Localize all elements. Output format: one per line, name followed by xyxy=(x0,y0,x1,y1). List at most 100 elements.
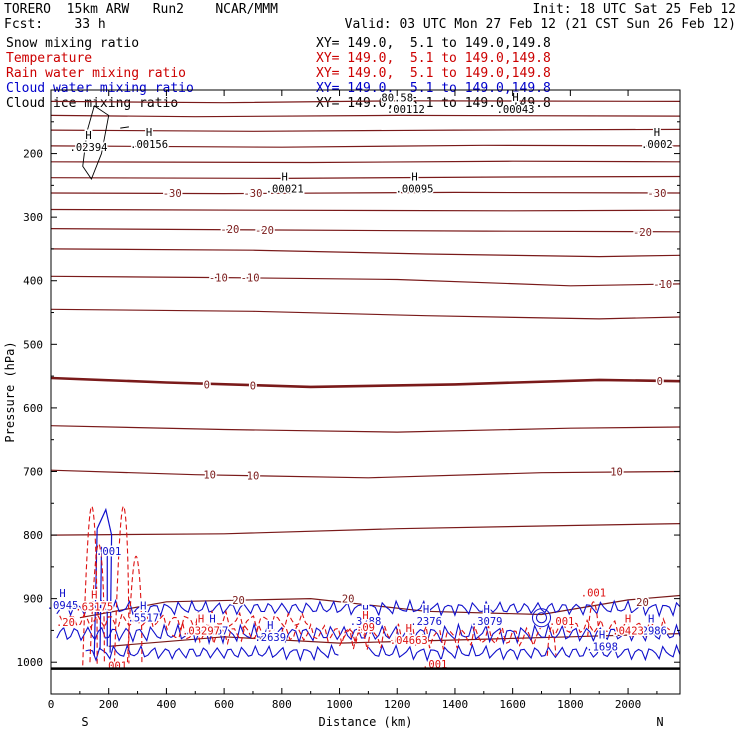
isotherm--25 xyxy=(50,208,681,212)
snow-max-value: .00095 xyxy=(396,184,434,196)
y-tick-label: 600 xyxy=(23,402,43,415)
isotherm--40 xyxy=(50,160,681,164)
isotherm-15 xyxy=(50,523,681,536)
legend-item-range: XY= 149.0, 5.1 to 149.0,149.8 xyxy=(316,66,551,81)
snow-max-value: .0002 xyxy=(641,139,673,151)
isotherm--10 xyxy=(50,275,681,287)
ice-max-value: 80.58 xyxy=(381,93,413,105)
x-tick-label: 1200 xyxy=(384,698,411,711)
rain-shaft xyxy=(89,543,105,663)
snow-max-marker: H xyxy=(282,172,288,184)
rain-max-marker: H xyxy=(91,589,97,601)
legend-item-name: Rain water mixing ratio xyxy=(6,66,187,81)
y-tick-label: 200 xyxy=(23,148,43,161)
cloud-water-max-value: .0945 xyxy=(47,600,79,612)
rain-max-marker: H xyxy=(198,613,204,625)
cloud-water-max-marker: H xyxy=(599,629,605,641)
isotherm-0 xyxy=(50,376,681,389)
rain-max-marker: H xyxy=(362,610,368,622)
header-forecast-hour: Fcst: 33 h xyxy=(4,17,106,32)
x-axis-title: Distance (km) xyxy=(319,715,413,729)
y-axis-title: Pressure (hPa) xyxy=(3,341,17,442)
isotherm-label: -10 xyxy=(241,273,260,285)
cloud-water-max-marker: H xyxy=(648,613,654,625)
cloud-water-max-marker: H xyxy=(362,604,368,616)
legend-item-name: Snow mixing ratio xyxy=(6,36,140,51)
rain-max-marker: H xyxy=(625,613,631,625)
rain-shaft xyxy=(113,505,130,664)
legend-item-name: Temperature xyxy=(6,51,93,66)
cloud-water-band xyxy=(56,598,681,618)
snow-contours xyxy=(82,105,129,180)
rain-contours xyxy=(59,505,671,666)
cloud-water-max-value: .001 xyxy=(96,546,121,558)
isotherm--35 xyxy=(50,175,681,180)
cloud-water-max-value: .3267 xyxy=(197,625,229,637)
rain-shaft xyxy=(82,506,98,666)
isotherm--5 xyxy=(50,308,681,320)
isotherm--55 xyxy=(50,114,681,118)
isotherm-label: 20 xyxy=(342,594,355,606)
header-run-info: TORERO 15km ARW Run2 NCAR/MMM xyxy=(4,2,278,17)
isotherm-label: -30 xyxy=(243,188,262,200)
snow-max-marker: H xyxy=(146,127,152,139)
x-tick-label: 400 xyxy=(156,698,176,711)
x-tick-label: 800 xyxy=(272,698,292,711)
rain-shaft-north-2 xyxy=(546,627,557,656)
rain-max-marker: H xyxy=(406,623,412,635)
snow-contour-fragment xyxy=(120,126,129,129)
cloud-water-max-value: .2986 xyxy=(635,625,667,637)
isotherm-label: 0 xyxy=(657,376,663,388)
rain-max-value: .001 xyxy=(549,616,574,628)
isotherm-label: 10 xyxy=(610,466,623,478)
temperature-contours xyxy=(50,100,681,647)
rain-band xyxy=(339,623,541,650)
cloud-water-cell xyxy=(532,608,552,628)
legend-item-range: XY= 149.0, 5.1 to 149.0,149.8 xyxy=(316,51,551,66)
cloud-water-max-marker: H xyxy=(59,588,65,600)
snow-max-marker: H xyxy=(411,172,417,184)
isotherm-10 xyxy=(50,469,681,479)
snow-max-value: .02394 xyxy=(70,142,108,154)
cloud-water-max-marker: H xyxy=(209,613,215,625)
x-tick-label: 1000 xyxy=(326,698,353,711)
rain-max-value: .03297 xyxy=(182,625,220,637)
x-tick-label: 1400 xyxy=(442,698,469,711)
cloud-water-max-value: .3079 xyxy=(471,616,503,628)
isotherm--20 xyxy=(50,228,681,233)
rain-max-value: .0423 xyxy=(612,625,644,637)
cloud-water-column-inner xyxy=(99,546,108,650)
isotherm-label: 20 xyxy=(232,595,245,607)
cloud-water-max-marker: H xyxy=(267,620,273,632)
isotherm--60 xyxy=(50,100,681,104)
x-tick-label: 600 xyxy=(214,698,234,711)
x-tick-label: 0 xyxy=(48,698,55,711)
rain-max-value: .09 xyxy=(356,622,375,634)
cloud-water-band xyxy=(367,643,681,663)
isotherm--30 xyxy=(50,191,681,195)
snow-max-value: .00156 xyxy=(130,139,168,151)
y-tick-label: 800 xyxy=(23,529,43,542)
cloud-water-max-value: .2639 xyxy=(254,632,286,644)
isotherm-label: 0 xyxy=(204,379,210,391)
snow-max-value: .00021 xyxy=(266,184,304,196)
isotherm--50 xyxy=(50,128,681,132)
ice-max-marker: H xyxy=(512,92,518,104)
x-tick-label: 2000 xyxy=(615,698,642,711)
header-init-time: Init: 18 UTC Sat 25 Feb 12 xyxy=(532,2,737,17)
cloud-water-max-marker: H xyxy=(423,604,429,616)
rain-band xyxy=(171,622,367,646)
isotherm-25 xyxy=(108,633,681,647)
y-tick-label: 700 xyxy=(23,465,43,478)
rain-shaft xyxy=(126,555,143,663)
isotherm-label: -10 xyxy=(209,273,228,285)
plot-frame xyxy=(50,89,681,695)
legend-item-name: Cloud water mixing ratio xyxy=(6,81,194,96)
cloud-water-max-value: .2376 xyxy=(410,616,442,628)
cloud-water-contours xyxy=(56,507,681,663)
isotherm-label: -30 xyxy=(163,188,182,200)
x-tick-label: 200 xyxy=(99,698,119,711)
snow-contour xyxy=(82,105,110,180)
rain-shaft-north xyxy=(587,601,600,637)
